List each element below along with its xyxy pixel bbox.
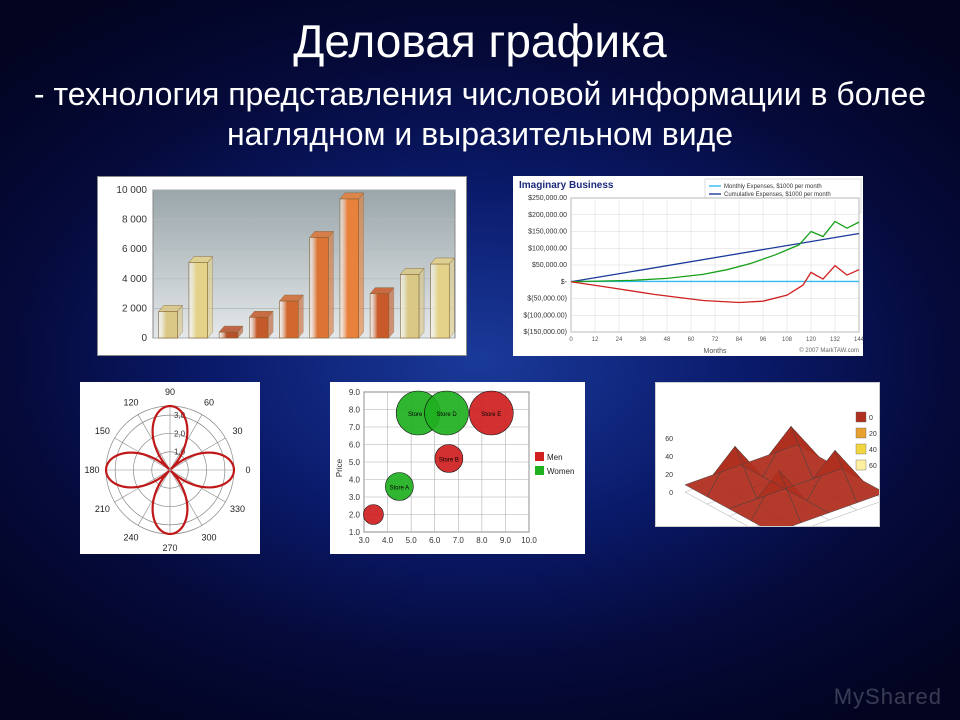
page-subtitle: - технология представления числовой инфо… — [0, 74, 960, 154]
svg-text:144: 144 — [854, 337, 863, 343]
watermark: MyShared — [834, 684, 942, 710]
svg-text:60: 60 — [665, 436, 673, 443]
svg-text:72: 72 — [712, 337, 719, 343]
svg-text:120: 120 — [806, 337, 817, 343]
svg-text:$200,000.00: $200,000.00 — [528, 212, 567, 219]
svg-text:6.0: 6.0 — [349, 441, 361, 450]
svg-text:6.0: 6.0 — [429, 536, 441, 545]
svg-text:30: 30 — [233, 426, 243, 436]
svg-text:10 000: 10 000 — [116, 185, 147, 196]
svg-text:Monthly Expenses, $1000 per mo: Monthly Expenses, $1000 per month — [724, 184, 822, 190]
svg-text:36: 36 — [640, 337, 647, 343]
svg-text:150: 150 — [95, 426, 110, 436]
svg-text:8 000: 8 000 — [122, 215, 147, 226]
svg-text:1.0: 1.0 — [349, 528, 361, 537]
svg-text:330: 330 — [230, 504, 245, 514]
polar-chart: 1,02,03,00306090120150180210240270300330 — [80, 382, 260, 554]
svg-text:180: 180 — [84, 465, 99, 475]
svg-text:$150,000.00: $150,000.00 — [528, 229, 567, 236]
svg-text:20: 20 — [665, 472, 673, 479]
svg-text:$100,000.00: $100,000.00 — [528, 245, 567, 252]
svg-text:0: 0 — [141, 333, 147, 344]
svg-text:40: 40 — [665, 454, 673, 461]
svg-text:$-: $- — [561, 279, 568, 286]
line-chart: Imaginary Business Monthly Expenses, $100… — [513, 176, 863, 356]
svg-text:Store E: Store E — [481, 412, 501, 418]
svg-text:Men: Men — [547, 453, 563, 462]
bar-chart: 0 2 000 4 000 6 000 8 000 10 000 — [97, 176, 467, 356]
svg-text:7.0: 7.0 — [349, 423, 361, 432]
bubble-chart: 3.0 4.0 5.0 6.0 7.0 8.0 9.0 10.0 1.0 2.0 3.0 4.0 5.0… — [330, 382, 585, 554]
svg-text:300: 300 — [201, 533, 216, 543]
svg-text:132: 132 — [830, 337, 841, 343]
surface-chart: 0 20 40 60 0 20 40 60 — [655, 382, 880, 527]
svg-text:$(50,000.00): $(50,000.00) — [527, 296, 567, 303]
svg-text:120: 120 — [123, 397, 138, 407]
svg-text:Imaginary Business: Imaginary Business — [519, 180, 614, 191]
svg-text:90: 90 — [165, 387, 175, 397]
svg-text:9.0: 9.0 — [349, 388, 361, 397]
svg-text:Store B: Store B — [439, 458, 459, 464]
svg-text:2 000: 2 000 — [122, 303, 147, 314]
svg-text:48: 48 — [664, 337, 671, 343]
svg-text:10.0: 10.0 — [521, 536, 537, 545]
svg-text:5.0: 5.0 — [406, 536, 418, 545]
svg-text:4 000: 4 000 — [122, 274, 147, 285]
svg-text:Cumulative Expenses, $1000 per: Cumulative Expenses, $1000 per month — [724, 192, 831, 198]
svg-text:5.0: 5.0 — [349, 458, 361, 467]
svg-text:4.0: 4.0 — [382, 536, 394, 545]
svg-text:Months: Months — [704, 348, 727, 355]
svg-text:20: 20 — [869, 431, 877, 438]
svg-text:2.0: 2.0 — [349, 511, 361, 520]
svg-text:240: 240 — [123, 533, 138, 543]
svg-text:4.0: 4.0 — [349, 476, 361, 485]
svg-text:270: 270 — [162, 543, 177, 553]
svg-text:60: 60 — [204, 397, 214, 407]
svg-text:108: 108 — [782, 337, 793, 343]
svg-text:$(100,000.00): $(100,000.00) — [523, 312, 567, 319]
svg-text:6 000: 6 000 — [122, 244, 147, 255]
svg-text:Store A: Store A — [390, 486, 410, 492]
svg-text:60: 60 — [688, 337, 695, 343]
svg-text:8.0: 8.0 — [476, 536, 488, 545]
svg-text:Price: Price — [335, 458, 344, 477]
svg-text:8.0: 8.0 — [349, 406, 361, 415]
svg-text:0: 0 — [869, 415, 873, 422]
svg-text:$50,000.00: $50,000.00 — [532, 262, 567, 269]
svg-text:210: 210 — [95, 504, 110, 514]
svg-text:0: 0 — [245, 465, 250, 475]
svg-text:9.0: 9.0 — [500, 536, 512, 545]
svg-text:7.0: 7.0 — [453, 536, 465, 545]
svg-text:© 2007 MarkTAW.com: © 2007 MarkTAW.com — [799, 347, 859, 354]
svg-text:Women: Women — [547, 467, 574, 476]
svg-text:$250,000.00: $250,000.00 — [528, 195, 567, 202]
svg-text:2,0: 2,0 — [174, 429, 186, 438]
svg-text:60: 60 — [869, 463, 877, 470]
svg-text:96: 96 — [760, 337, 767, 343]
page-title: Деловая графика — [0, 0, 960, 68]
svg-text:3.0: 3.0 — [358, 536, 370, 545]
svg-text:Store D: Store D — [436, 412, 457, 418]
svg-text:3.0: 3.0 — [349, 493, 361, 502]
svg-text:24: 24 — [616, 337, 623, 343]
svg-text:40: 40 — [869, 447, 877, 454]
svg-text:84: 84 — [736, 337, 743, 343]
svg-text:0: 0 — [669, 490, 673, 497]
svg-text:$(150,000.00): $(150,000.00) — [523, 329, 567, 336]
svg-text:12: 12 — [592, 337, 599, 343]
